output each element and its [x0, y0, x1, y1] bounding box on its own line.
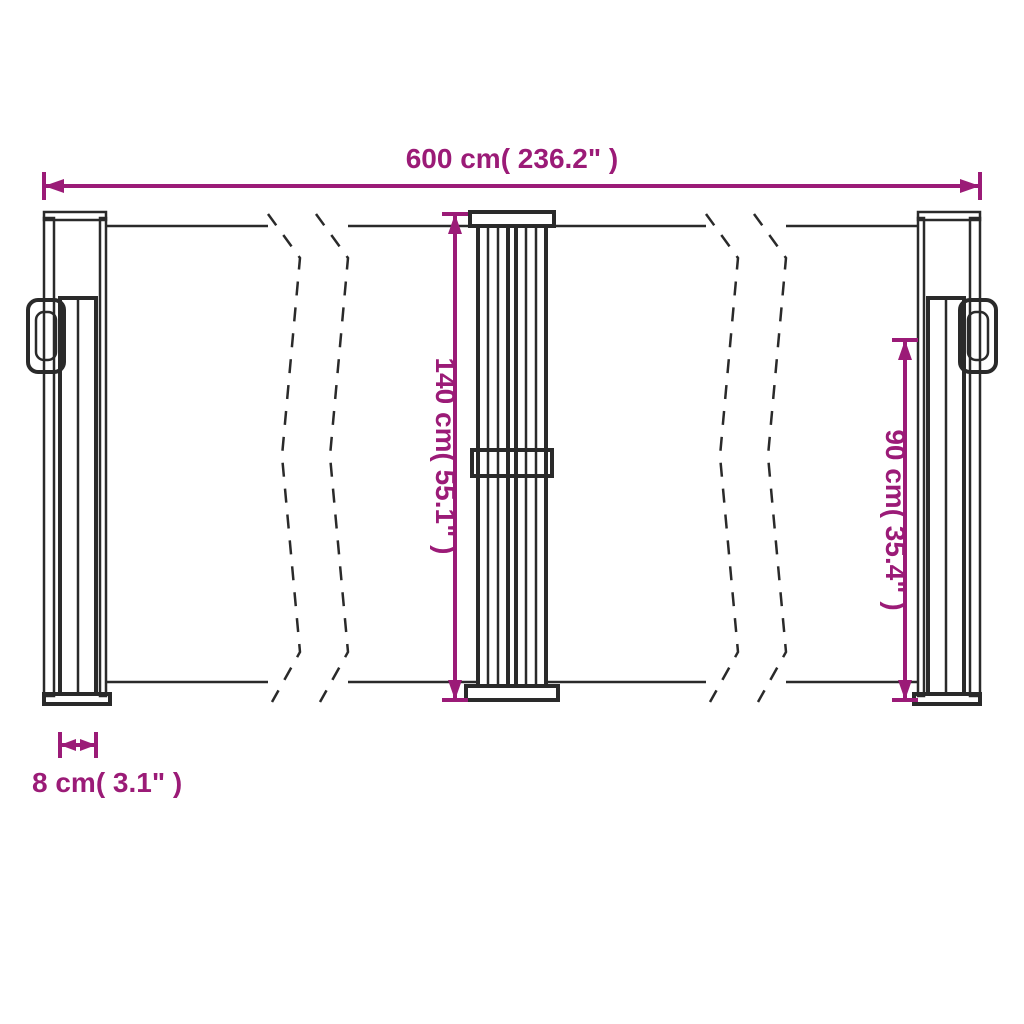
break-left — [268, 214, 348, 702]
dim-width: 600 cm( 236.2" ) — [44, 143, 980, 200]
left-post — [28, 212, 110, 704]
dim-post-width-label: 8 cm( 3.1" ) — [32, 767, 182, 798]
dim-height-label: 140 cm( 55.1" ) — [430, 358, 461, 555]
break-right — [706, 214, 786, 702]
dim-post-width: 8 cm( 3.1" ) — [32, 732, 182, 798]
dim-post-height-label: 90 cm( 35.4" ) — [880, 429, 911, 610]
dim-height: 140 cm( 55.1" ) — [430, 214, 468, 700]
dim-post-height: 90 cm( 35.4" ) — [880, 340, 918, 700]
dim-width-label: 600 cm( 236.2" ) — [406, 143, 619, 174]
center-cassette — [466, 212, 558, 700]
dimension-drawing: 600 cm( 236.2" ) — [0, 0, 1024, 1024]
right-post — [914, 212, 996, 704]
